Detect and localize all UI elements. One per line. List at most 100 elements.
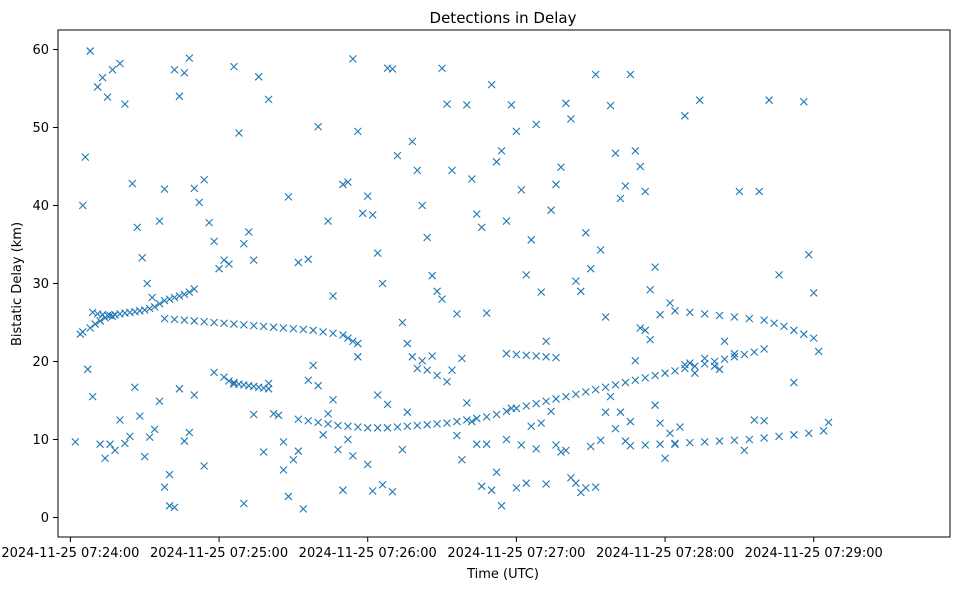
- data-point: [522, 479, 531, 488]
- data-point: [125, 432, 134, 441]
- data-point: [279, 466, 288, 474]
- data-point: [522, 271, 531, 279]
- data-point: [775, 271, 783, 279]
- data-point: [646, 285, 655, 294]
- data-point: [160, 314, 169, 323]
- data-point: [517, 441, 526, 449]
- data-point: [210, 318, 218, 327]
- data-point: [353, 127, 362, 136]
- data-point: [819, 427, 828, 435]
- data-point: [138, 253, 147, 262]
- data-point: [591, 483, 600, 491]
- data-point: [344, 178, 352, 186]
- data-point: [507, 404, 516, 413]
- data-point: [165, 295, 174, 303]
- data-point: [512, 483, 521, 492]
- data-point: [145, 433, 154, 442]
- data-point: [81, 153, 90, 162]
- data-point: [200, 317, 209, 326]
- data-point: [562, 99, 570, 108]
- data-point: [780, 322, 788, 331]
- data-point: [165, 470, 174, 479]
- data-point: [388, 65, 397, 73]
- data-point: [790, 430, 798, 439]
- data-point: [150, 303, 159, 311]
- data-point: [581, 388, 590, 396]
- data-point: [358, 209, 367, 218]
- y-axis-label: Bistatic Delay (km): [10, 222, 25, 346]
- data-point: [601, 408, 610, 417]
- data-point: [284, 193, 293, 201]
- data-point: [467, 417, 476, 426]
- data-point: [636, 324, 645, 332]
- data-point: [140, 306, 149, 314]
- data-point: [373, 423, 382, 432]
- data-point: [279, 437, 288, 446]
- data-point: [443, 419, 451, 428]
- data-point: [631, 376, 640, 385]
- data-point: [685, 359, 694, 367]
- data-point: [557, 163, 565, 172]
- data-point: [631, 356, 640, 365]
- data-point: [160, 483, 169, 491]
- data-point: [220, 319, 228, 328]
- data-point: [700, 354, 709, 363]
- data-point: [532, 444, 541, 453]
- data-point: [180, 316, 189, 325]
- data-point: [170, 293, 179, 302]
- data-point: [745, 435, 754, 444]
- data-point: [537, 419, 546, 428]
- data-point: [606, 392, 615, 401]
- y-tick-label: 40: [32, 199, 49, 214]
- data-point: [790, 326, 798, 335]
- y-tick-label: 60: [32, 43, 49, 58]
- data-point: [522, 351, 531, 360]
- data-point: [824, 418, 833, 427]
- data-point: [334, 445, 342, 454]
- data-point: [462, 398, 471, 407]
- data-point: [591, 70, 600, 79]
- data-point: [735, 187, 744, 196]
- data-point: [671, 306, 679, 315]
- data-point: [200, 175, 209, 184]
- data-point: [344, 422, 352, 431]
- data-point: [641, 441, 650, 449]
- data-point: [86, 47, 95, 55]
- data-point: [765, 96, 774, 105]
- data-point: [264, 384, 273, 393]
- data-point: [234, 129, 243, 137]
- data-point: [368, 487, 377, 495]
- data-point: [433, 371, 441, 380]
- data-point: [230, 378, 238, 387]
- data-point: [710, 362, 719, 371]
- data-point: [309, 326, 318, 335]
- data-point: [185, 428, 194, 437]
- data-point: [428, 352, 437, 360]
- data-point: [264, 95, 273, 104]
- data-point: [185, 288, 194, 296]
- data-point: [348, 451, 357, 460]
- data-point: [78, 201, 87, 210]
- data-point: [130, 383, 139, 392]
- data-point: [542, 337, 551, 346]
- data-point: [492, 157, 501, 166]
- data-point: [596, 436, 605, 445]
- data-point: [393, 151, 402, 160]
- data-point: [83, 365, 92, 374]
- data-point: [239, 239, 248, 248]
- data-point: [690, 362, 699, 371]
- data-point: [160, 185, 169, 194]
- data-point: [700, 359, 709, 368]
- data-point: [145, 304, 154, 313]
- data-point: [220, 256, 228, 264]
- data-point: [453, 310, 461, 318]
- data-point: [611, 381, 620, 389]
- data-point: [690, 369, 699, 378]
- data-point: [284, 492, 293, 501]
- data-point: [106, 440, 114, 449]
- data-point: [428, 271, 437, 280]
- data-point: [155, 217, 164, 225]
- data-point: [353, 339, 362, 348]
- data-point: [720, 355, 729, 364]
